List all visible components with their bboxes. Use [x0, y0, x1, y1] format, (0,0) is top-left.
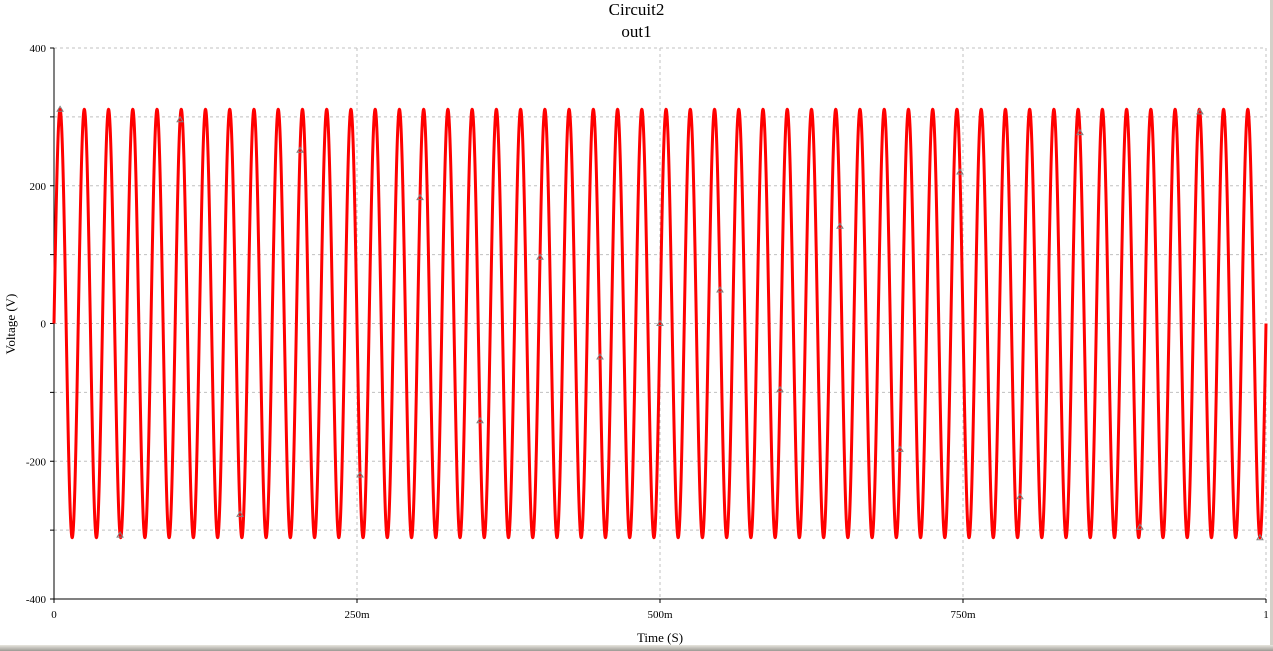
data-point-marker	[776, 385, 784, 393]
y-tick-label: -400	[26, 594, 47, 606]
data-point-marker	[1256, 533, 1264, 541]
y-tick-label: -200	[26, 456, 47, 468]
y-axis-label: Voltage (V)	[3, 294, 18, 355]
data-point-marker	[536, 253, 544, 260]
data-point-marker	[116, 531, 124, 538]
window-border-bottom	[0, 645, 1273, 651]
data-point-marker	[356, 470, 364, 478]
y-tick-label: 0	[41, 319, 47, 331]
chart-subtitle: out1	[621, 22, 652, 41]
data-point-marker	[1016, 492, 1024, 500]
x-tick-label: 750m	[950, 609, 976, 621]
data-point-marker	[1136, 523, 1144, 530]
data-point-marker	[1076, 128, 1084, 136]
data-point-marker	[656, 319, 664, 326]
data-point-marker	[176, 115, 184, 123]
x-tick-label: 250m	[344, 609, 370, 621]
data-point-marker	[476, 416, 484, 424]
series-line-out1	[52, 107, 1268, 540]
data-point-marker	[296, 146, 304, 153]
data-point-marker	[956, 168, 964, 175]
x-tick-label: 0	[51, 609, 57, 621]
plot-area	[52, 105, 1268, 541]
x-tick-label: 1	[1263, 609, 1269, 621]
x-tick-label: 500m	[647, 609, 673, 621]
y-tick-label: 200	[30, 181, 47, 193]
data-point-marker	[56, 105, 64, 112]
x-axis-label: Time (S)	[637, 630, 683, 645]
data-point-marker	[236, 510, 244, 517]
chart-title: Circuit2	[608, 0, 665, 19]
window-border-right	[1270, 0, 1273, 651]
data-point-marker	[716, 286, 724, 293]
data-point-marker	[416, 193, 424, 201]
y-tick-label: 400	[30, 43, 47, 55]
data-point-marker	[836, 222, 844, 229]
data-point-marker	[1196, 107, 1204, 115]
data-point-marker	[896, 445, 904, 452]
data-point-marker	[596, 353, 604, 360]
